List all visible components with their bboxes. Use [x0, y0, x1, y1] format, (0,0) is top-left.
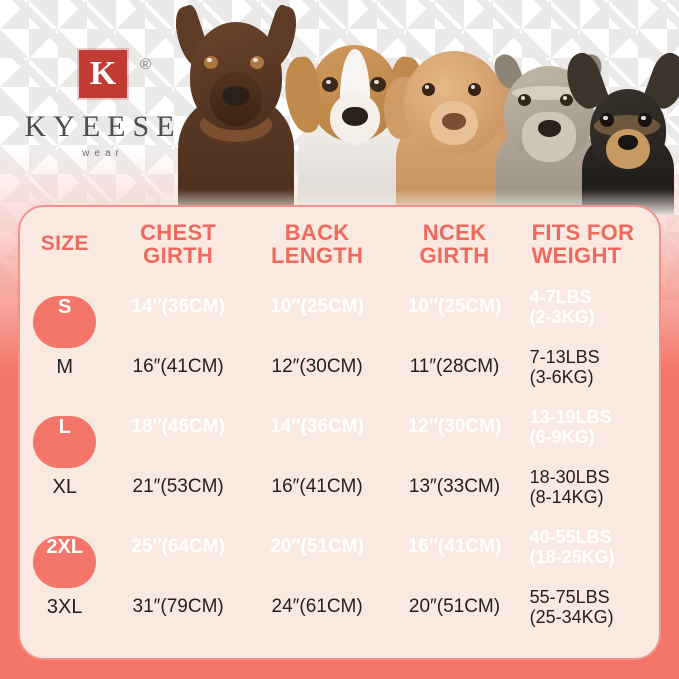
- column-header-neck-girth-line1: NCEK: [422, 220, 487, 245]
- dog-eye-left: [422, 83, 435, 96]
- cell-weight-lbs: 40-55LBS: [529, 527, 612, 548]
- cell-fits-for-weight: 4-7LBS (2-3KG): [522, 277, 659, 337]
- cell-fits-for-weight: 55-75LBS (25-34KG): [522, 577, 659, 637]
- dog-eye-right: [560, 94, 573, 106]
- column-header-fits-for-weight-line1: FITS FOR: [531, 220, 635, 245]
- cell-neck-girth: 20″(51CM): [408, 596, 501, 618]
- column-header-chest-girth-line2: GIRTH: [143, 243, 214, 269]
- column-header-size: SIZE: [40, 232, 89, 256]
- cell-weight-kg: (8-14KG): [529, 487, 604, 508]
- registered-trademark-icon: ®: [140, 56, 152, 73]
- size-chart-card: SIZE CHEST GIRTH BACK LENGTH NCEK GIRTH: [18, 205, 661, 660]
- dog-eye-left: [518, 94, 531, 106]
- dog-photo-chihuahua: [559, 48, 679, 215]
- cell-weight-kg: (3-6KG): [529, 367, 594, 388]
- cell-chest-girth: 31″(79CM): [132, 596, 224, 618]
- cell-fits-for-weight: 13-19LBS (6-9KG): [522, 397, 659, 457]
- column-header-back-length-line1: BACK: [284, 220, 350, 245]
- column-header-neck-girth: NCEK GIRTH: [387, 207, 521, 277]
- brand-name: KYEESE: [24, 110, 182, 143]
- column-header-back-length: BACK LENGTH: [247, 207, 388, 277]
- dog-nose: [618, 135, 638, 150]
- cell-size: 3XL: [46, 595, 83, 618]
- cell-weight-kg: (25-34KG): [529, 607, 614, 628]
- cell-chest-girth: 21″(53CM): [132, 476, 224, 498]
- cell-size: S: [20, 277, 109, 348]
- table-body: S 14″(36CM) 10″(25CM) 10″(25CM) 4-7LBS (2-3KG…: [20, 277, 659, 637]
- dog-eye-right: [638, 113, 652, 127]
- dog-nose: [342, 107, 368, 126]
- cell-size-label: 2XL: [46, 535, 84, 558]
- column-header-fits-for-weight: FITS FOR WEIGHT: [522, 207, 659, 277]
- cell-neck-girth: 13″(33CM): [408, 476, 501, 498]
- dog-eye-left: [600, 113, 614, 127]
- column-header-chest-girth: CHEST GIRTH: [109, 207, 246, 277]
- cell-neck-girth: 16″(41CM): [407, 536, 502, 558]
- table-row: S 14″(36CM) 10″(25CM) 10″(25CM) 4-7LBS (2-3KG…: [20, 277, 659, 348]
- cell-weight-kg: (2-3KG): [529, 307, 595, 328]
- cell-fits-for-weight: 7-13LBS (3-6KG): [522, 337, 659, 397]
- dog-eye-left: [322, 77, 338, 92]
- brand-tagline: wear: [82, 148, 124, 159]
- cell-neck-girth: 11″(28CM): [409, 356, 500, 378]
- table-row: XL 21″(53CM) 16″(41CM) 13″(33CM) 18-30LBS (8-…: [20, 457, 659, 517]
- row-highlight-pill: [33, 535, 97, 588]
- cell-size-label: L: [58, 415, 71, 438]
- table-row: L 18″(46CM) 14″(36CM) 12″(30CM) 13-19LBS (6-9…: [20, 397, 659, 468]
- dog-nose: [222, 86, 250, 106]
- cell-weight-lbs: 55-75LBS: [529, 587, 610, 608]
- dog-nose: [538, 120, 561, 137]
- cell-chest-girth: 25″(64CM): [131, 536, 225, 558]
- dog-nose: [442, 113, 466, 130]
- cell-neck-girth: 10″(25CM): [407, 296, 502, 318]
- column-header-neck-girth-line2: GIRTH: [419, 243, 490, 269]
- column-header-back-length-line2: LENGTH: [270, 243, 364, 269]
- cell-size: M: [56, 355, 74, 378]
- cell-fits-for-weight: 18-30LBS (8-14KG): [522, 457, 659, 517]
- cell-weight-kg: (6-9KG): [529, 427, 595, 448]
- table-row: 2XL 25″(64CM) 20″(51CM) 16″(41CM) 40-55LBS (1…: [20, 517, 659, 588]
- column-header-fits-for-weight-line2: WEIGHT: [531, 243, 622, 269]
- table-header-row: SIZE CHEST GIRTH BACK LENGTH NCEK GIRTH: [20, 207, 659, 277]
- cell-size: XL: [52, 475, 77, 498]
- cell-neck-girth: 12″(30CM): [407, 416, 502, 438]
- cell-weight-lbs: 7-13LBS: [529, 347, 600, 368]
- row-highlight-pill: [33, 415, 97, 468]
- cell-fits-for-weight: 40-55LBS (18-25KG): [522, 517, 659, 577]
- dog-eye-right: [370, 77, 386, 92]
- cell-weight-lbs: 13-19LBS: [529, 407, 612, 428]
- table-row: 3XL 31″(79CM) 24″(61CM) 20″(51CM) 55-75LBS (2…: [20, 577, 659, 637]
- cell-back-length: 20″(51CM): [270, 536, 364, 558]
- cell-chest-girth: 16″(41CM): [132, 356, 224, 378]
- column-header-chest-girth-line1: CHEST: [140, 220, 217, 245]
- cell-size: L: [20, 397, 109, 468]
- table-row: M 16″(41CM) 12″(30CM) 11″(28CM) 7-13LBS (3-6K…: [20, 337, 659, 397]
- cell-back-length: 12″(30CM): [271, 356, 363, 378]
- cell-size: 2XL: [20, 517, 109, 588]
- cell-weight-lbs: 18-30LBS: [529, 467, 610, 488]
- dog-eye-right: [468, 83, 481, 96]
- cell-size-label: S: [58, 295, 72, 318]
- dog-eye-left: [204, 56, 218, 69]
- cell-weight-kg: (18-25KG): [529, 547, 615, 568]
- cell-back-length: 24″(61CM): [271, 596, 363, 618]
- brand-mark-icon: K: [79, 50, 127, 98]
- cell-chest-girth: 14″(36CM): [131, 296, 225, 318]
- size-chart-table: SIZE CHEST GIRTH BACK LENGTH NCEK GIRTH: [20, 207, 659, 637]
- dog-photo-band: [160, 0, 679, 215]
- cell-chest-girth: 18″(46CM): [131, 416, 225, 438]
- cell-back-length: 14″(36CM): [270, 416, 364, 438]
- row-highlight-pill: [33, 295, 97, 348]
- cell-weight-lbs: 4-7LBS: [529, 287, 592, 308]
- brand-logo: K ® KYEESE wear: [18, 50, 188, 159]
- dog-eye-right: [250, 56, 264, 69]
- brand-mark-letter: K: [89, 55, 117, 92]
- cell-back-length: 16″(41CM): [271, 476, 363, 498]
- cell-back-length: 10″(25CM): [270, 296, 364, 318]
